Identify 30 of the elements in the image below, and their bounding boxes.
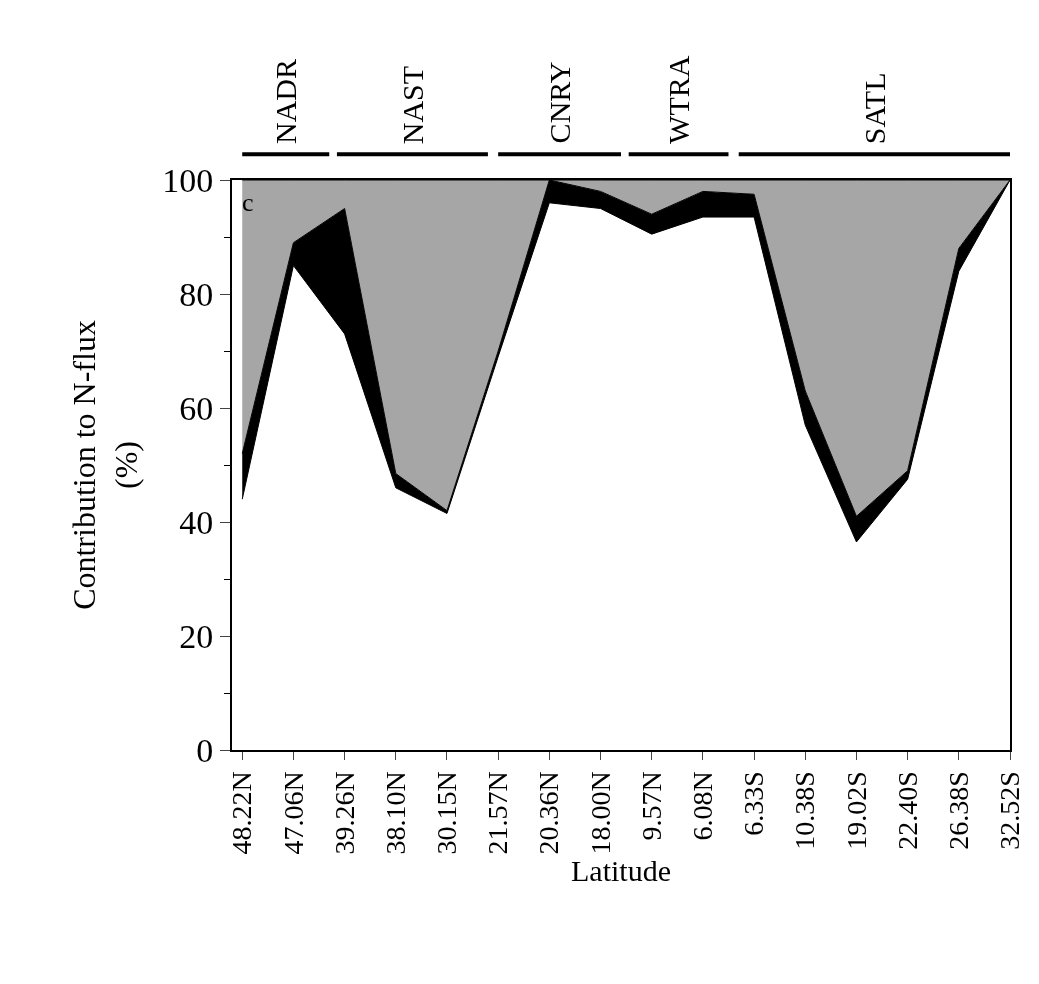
x-tick-label: 10.38S <box>789 771 821 850</box>
y-tick-label: 20 <box>179 617 214 655</box>
y-tick-label: 60 <box>179 389 214 427</box>
x-tick-label: 21.57N <box>482 771 514 855</box>
x-axis-title: Latitude <box>571 854 671 888</box>
x-tick-label: 6.33S <box>738 771 770 836</box>
y-tick-label: 80 <box>179 275 214 313</box>
x-tick-label: 48.22N <box>226 771 258 855</box>
x-tick-label: 32.52S <box>994 771 1026 850</box>
y-axis-title: Contribution to N-flux (%) <box>66 320 144 610</box>
x-tick-label: 39.26N <box>328 771 360 855</box>
x-tick-label: 38.10N <box>379 771 411 855</box>
x-tick-label: 6.08N <box>686 771 718 841</box>
text: NAST <box>395 65 429 145</box>
x-tick-label: 26.38S <box>942 771 974 850</box>
x-tick-label: 18.00N <box>584 771 616 855</box>
x-tick-label: 9.57N <box>635 771 667 841</box>
y-tick-label: 100 <box>162 161 214 199</box>
y-tick-label: 40 <box>179 503 214 541</box>
annotation: c <box>242 188 254 217</box>
y-tick-label: 0 <box>196 731 214 769</box>
x-tick-label: 20.36N <box>533 771 565 855</box>
text: CNRY <box>542 61 576 144</box>
text: WTRA <box>662 55 696 144</box>
text: NADR <box>269 59 303 145</box>
x-tick-label: 47.06N <box>277 771 309 855</box>
x-tick-label: 19.02S <box>840 771 872 850</box>
x-tick-label: 30.15N <box>431 771 463 855</box>
x-tick-label: 22.40S <box>891 771 923 850</box>
text: SATL <box>857 72 891 145</box>
